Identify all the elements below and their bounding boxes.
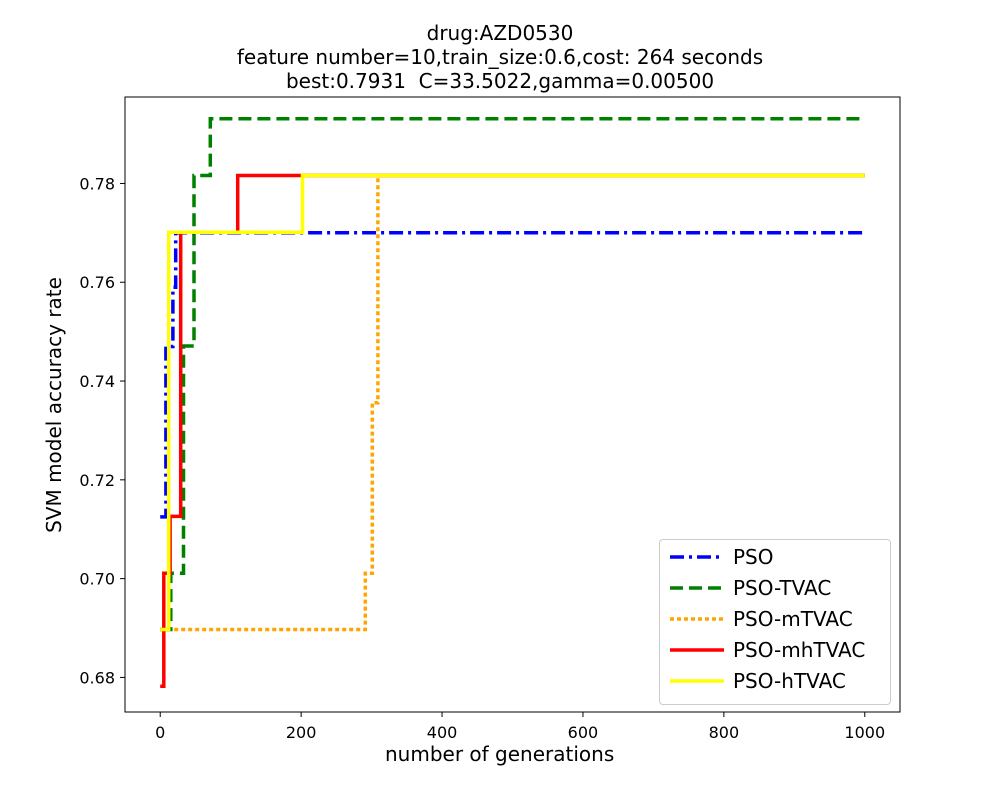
series-line-pso-mtvac [160, 173, 865, 632]
x-tick-label: 0 [155, 723, 165, 742]
chart-title-line-3: best:0.7931 C=33.5022,gamma=0.00500 [285, 69, 715, 93]
legend-label-pso-mhtvac: PSO-mhTVAC [733, 638, 866, 662]
legend-label-pso-htvac: PSO-hTVAC [733, 669, 846, 693]
legend-swatch-pso-mhtvac [670, 648, 724, 652]
series-line-pso-htvac [160, 173, 865, 632]
x-tick-label: 600 [568, 723, 599, 742]
y-tick-label: 0.68 [79, 668, 115, 687]
legend-item-pso-mhtvac: PSO-mhTVAC [660, 635, 890, 666]
plot-frame [124, 96, 901, 713]
legend-item-pso: PSO [660, 542, 890, 573]
x-tick-label: 400 [427, 723, 458, 742]
x-tick-label: 200 [286, 723, 317, 742]
y-tick-label: 0.70 [79, 570, 115, 589]
x-tick-label: 800 [709, 723, 740, 742]
series-line-pso [160, 231, 865, 519]
y-tick-label: 0.74 [79, 372, 115, 391]
legend-swatch-pso-mtvac [670, 617, 724, 621]
y-tick-label: 0.78 [79, 174, 115, 193]
legend-item-pso-mtvac: PSO-mTVAC [660, 604, 890, 635]
legend: PSO PSO-TVAC PSO-mTVAC PSO-mhTVAC PSO-hT… [659, 539, 891, 705]
legend-label-pso: PSO [733, 545, 774, 569]
legend-swatch-pso [670, 555, 724, 559]
legend-item-pso-tvac: PSO-TVAC [660, 573, 890, 604]
x-tick-label: 1000 [844, 723, 885, 742]
legend-item-pso-htvac: PSO-hTVAC [660, 666, 890, 697]
x-axis-label: number of generations [385, 742, 615, 766]
y-tick-label: 0.72 [79, 471, 115, 490]
chart-title-line-2: feature number=10,train_size:0.6,cost: 2… [236, 45, 764, 69]
legend-label-pso-tvac: PSO-TVAC [733, 576, 832, 600]
legend-swatch-pso-htvac [670, 679, 724, 683]
chart-title-line-1: drug:AZD0530 [426, 21, 574, 45]
y-axis-label: SVM model accuracy rate [42, 277, 66, 533]
series-line-pso-tvac [160, 116, 865, 632]
y-tick-label: 0.76 [79, 273, 115, 292]
legend-label-pso-mtvac: PSO-mTVAC [733, 607, 853, 631]
legend-swatch-pso-tvac [670, 586, 724, 590]
